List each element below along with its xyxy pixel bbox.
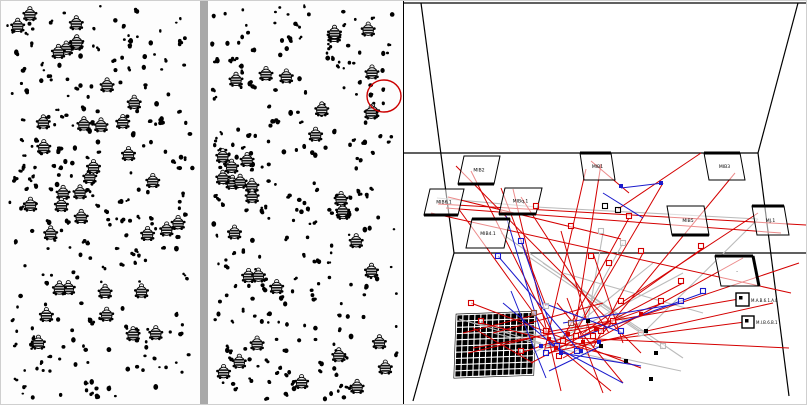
- bug-sprite: [232, 173, 248, 189]
- bug-sprite: [68, 15, 84, 31]
- bug-sprite: [43, 225, 59, 241]
- marker-box-label: MIB2: [473, 168, 484, 174]
- feature-markers: [467, 181, 707, 381]
- marker-box: MIB6.1: [423, 188, 465, 217]
- bug-sprite: [364, 262, 379, 278]
- anchor-square-label: M.I.B.6.B.1: [756, 320, 778, 325]
- marker-boxes: MIB2 MIB1 MIB3 MIB6.1 MIBq.1 MIB4.1 MIB5 MJ.1 -: [423, 151, 790, 287]
- bug-sprite: [244, 188, 260, 204]
- marker-box: -: [714, 254, 761, 287]
- bug-sprite: [278, 68, 294, 84]
- bug-sprite: [22, 196, 38, 212]
- bug-sprite: [125, 326, 141, 342]
- bug-sprite: [314, 101, 330, 117]
- bug-sprite: [140, 225, 156, 241]
- bug-sprite: [170, 214, 186, 230]
- bug-sprite: [215, 148, 231, 164]
- bug-sprite: [22, 6, 38, 22]
- marker-box: MIB5: [666, 205, 710, 237]
- bug-sprite: [216, 363, 232, 379]
- bug-sprite: [231, 353, 247, 369]
- bug-sprite: [360, 21, 376, 37]
- creature-sprites: [10, 6, 393, 394]
- bug-sprite: [371, 334, 387, 350]
- bug-sprite: [69, 34, 85, 50]
- bug-sprite: [348, 233, 364, 249]
- bug-sprite: [363, 104, 379, 120]
- bug-sprite: [228, 71, 244, 87]
- bug-sprite: [10, 17, 26, 33]
- bug-sprite: [327, 24, 342, 40]
- bug-sprite: [99, 306, 115, 322]
- marker-box: MIBq.1: [498, 187, 543, 216]
- bug-sprite: [269, 279, 285, 295]
- bug-sprite: [145, 172, 161, 188]
- marker-box-label: MIB6.1: [436, 200, 452, 206]
- bug-sprite: [82, 168, 98, 184]
- bug-sprite: [35, 114, 51, 130]
- bug-sprite: [134, 283, 149, 299]
- room-outline: [404, 2, 806, 402]
- bug-sprite: [249, 335, 265, 351]
- bug-sprite: [126, 94, 142, 110]
- marker-box-label: MIB4.1: [480, 231, 496, 237]
- bug-sprite: [115, 114, 131, 130]
- marker-box-label: MIB5: [682, 218, 693, 224]
- marker-box-label: MJ.1: [766, 218, 776, 224]
- bug-sprite: [36, 139, 52, 155]
- bug-sprite: [331, 347, 347, 363]
- bug-sprite: [53, 197, 69, 213]
- bug-sprite: [364, 64, 380, 80]
- anchor-square-label: M.A.B.6.1.A.L: [751, 298, 778, 303]
- bug-sprite: [250, 267, 266, 283]
- highlight-annotation-circle: [366, 79, 402, 113]
- simulation-field-image: [6, 1, 402, 404]
- bug-sprite: [308, 126, 324, 142]
- marker-box-label: MIB1: [592, 164, 603, 170]
- bug-sprite: [335, 202, 351, 218]
- bug-sprite: [50, 43, 66, 59]
- bug-sprite: [73, 208, 89, 224]
- panel-divider: [200, 1, 208, 404]
- marker-box: MIB2: [457, 155, 501, 186]
- bug-sprite: [377, 359, 393, 375]
- reconstruction-panel: MIB2 MIB1 MIB3 MIB6.1 MIBq.1 MIB4.1 MIB5 MJ.1- M…: [403, 1, 806, 404]
- bug-sprite: [148, 325, 164, 341]
- bug-sprite: [294, 374, 310, 390]
- marker-box: MIB1: [579, 151, 616, 181]
- bug-sprite: [38, 307, 54, 323]
- marker-box: MJ.1: [751, 204, 790, 236]
- dot-field: [6, 4, 399, 402]
- bug-sprite: [349, 378, 365, 394]
- bug-sprite: [97, 283, 113, 299]
- bug-sprite: [224, 158, 240, 174]
- bug-sprite: [55, 184, 71, 200]
- bug-sprite: [215, 169, 231, 185]
- bug-sprite: [99, 77, 115, 93]
- bug-sprite: [239, 151, 255, 167]
- bug-sprite: [121, 146, 136, 162]
- bug-sprite: [333, 190, 349, 206]
- bug-sprite: [159, 221, 175, 237]
- bug-sprite: [30, 334, 46, 350]
- marker-box-label: -: [736, 270, 738, 275]
- bug-sprite: [258, 65, 274, 81]
- marker-box-label: MIB3: [719, 164, 730, 170]
- marker-box-label: MIBq.1: [513, 199, 529, 205]
- bug-sprite: [72, 184, 88, 200]
- bug-sprite: [76, 116, 92, 132]
- bug-sprite: [93, 117, 109, 133]
- simulation-panel: [1, 1, 403, 404]
- bug-sprite: [227, 224, 242, 240]
- bug-sprite: [51, 280, 67, 296]
- marker-box: MIB3: [703, 151, 746, 181]
- marker-box: MIB4.1: [465, 217, 511, 249]
- labeled-anchor-squares: M.A.B.6.1.A.L M.I.B.6.B.1: [735, 292, 778, 329]
- bug-sprite: [86, 159, 101, 175]
